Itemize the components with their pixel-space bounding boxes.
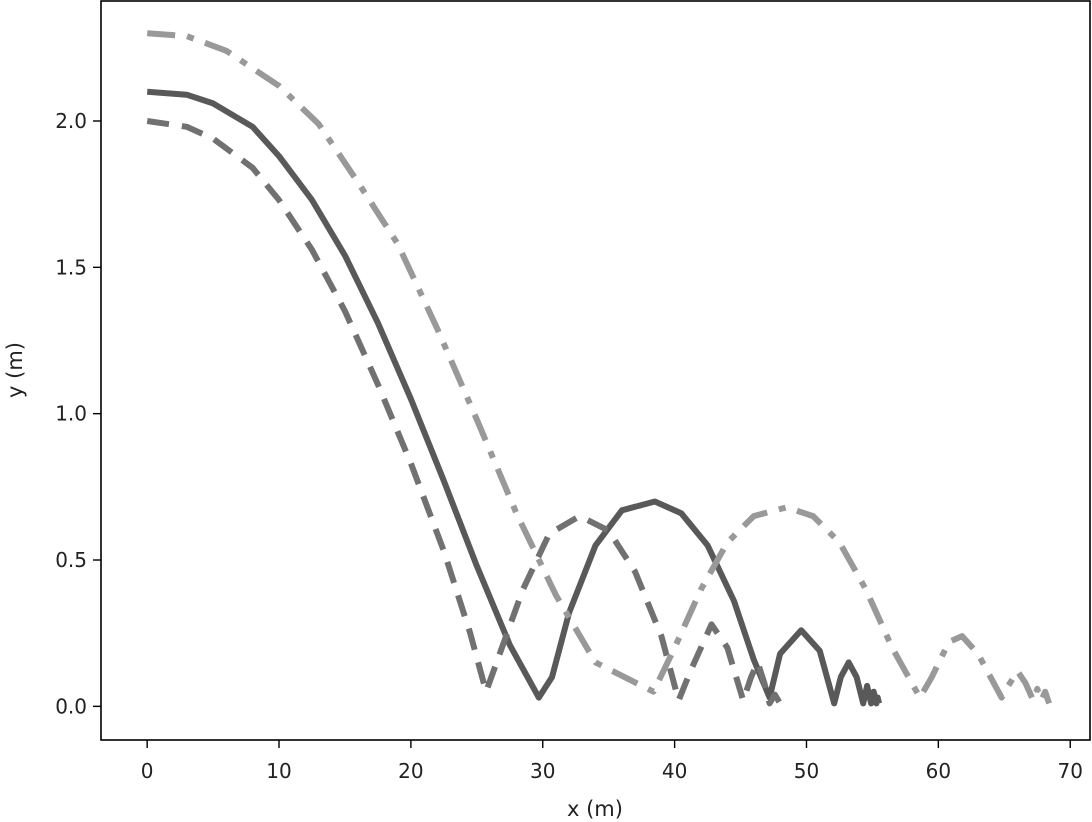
y-ticks: 0.0 0.5 1.0 1.5 2.0 [55,109,101,718]
x-tick-label: 50 [794,759,819,783]
series-line-3 [146,30,1052,705]
x-tick-label: 10 [266,759,291,783]
y-tick-label: 1.5 [55,255,87,279]
x-tick-label: 30 [530,759,555,783]
plot-area [100,0,1091,741]
x-tick-label: 0 [141,759,154,783]
x-tick-label: 70 [1057,759,1082,783]
series-line-2 [146,118,783,707]
x-tick-label: 60 [926,759,951,783]
series-layer [146,30,1052,707]
x-tick-label: 40 [662,759,687,783]
y-tick-label: 1.0 [55,402,87,426]
series-line-1 [146,88,882,707]
y-tick-label: 0.0 [55,694,87,718]
x-axis-label: x (m) [567,797,623,821]
x-ticks: 0 10 20 30 40 50 60 70 [141,740,1083,783]
y-axis-label: y (m) [3,342,27,398]
x-tick-label: 20 [398,759,423,783]
y-tick-label: 2.0 [55,109,87,133]
y-tick-label: 0.5 [55,548,87,572]
